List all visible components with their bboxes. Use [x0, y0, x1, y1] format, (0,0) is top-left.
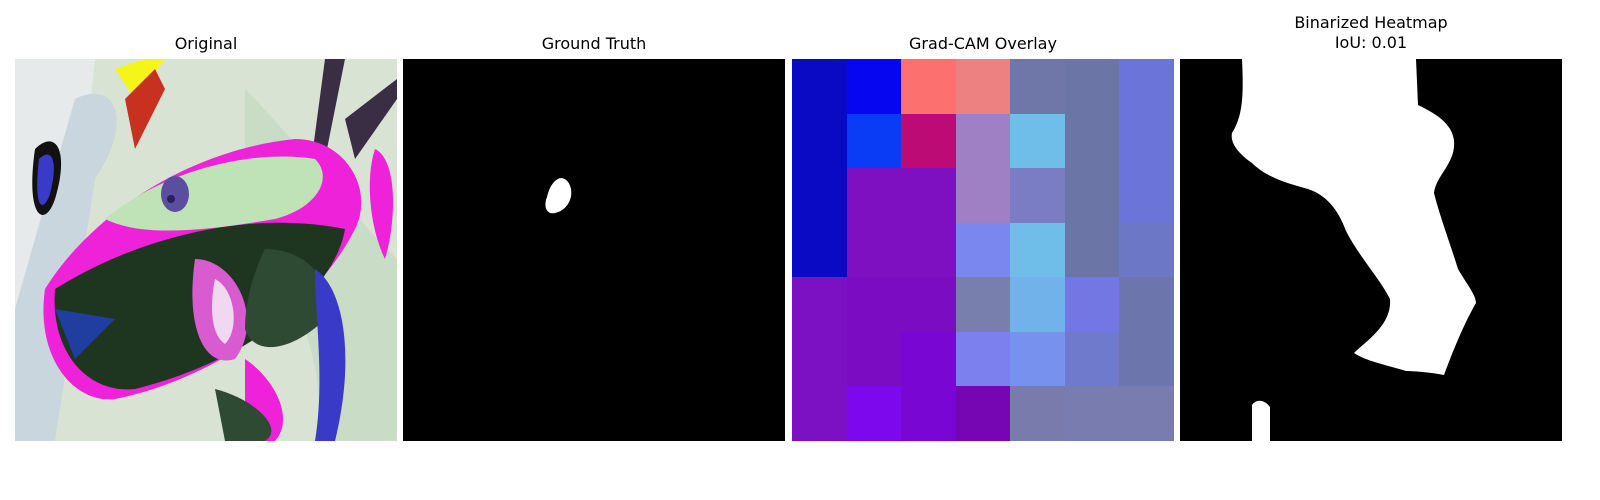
gradcam-cell	[846, 386, 902, 441]
gradcam-cell	[901, 331, 956, 387]
gradcam-cell	[1064, 59, 1120, 114]
gradcam-cell	[846, 113, 902, 169]
panel-binarized: Binarized Heatmap IoU: 0.01	[1180, 0, 1562, 500]
gradcam-cell	[1010, 277, 1065, 332]
gradcam-cell	[955, 277, 1011, 332]
gradcam-heatmap-grid	[792, 59, 1174, 441]
gradcam-cell	[955, 168, 1011, 223]
ground-truth-mask	[403, 59, 785, 441]
gradcam-cell	[1064, 277, 1120, 332]
gradcam-cell	[955, 59, 1011, 114]
gradcam-cell	[1119, 331, 1174, 387]
original-image	[15, 59, 397, 441]
ground-truth-region	[545, 178, 572, 214]
gradcam-cell	[792, 386, 847, 441]
gradcam-cell	[955, 386, 1011, 441]
gradcam-cell	[1064, 168, 1120, 223]
gradcam-cell	[1064, 331, 1120, 387]
iou-label: IoU: 0.01	[1334, 33, 1408, 52]
gradcam-cell	[846, 277, 902, 332]
panel-gradcam: Grad-CAM Overlay	[792, 0, 1174, 500]
gradcam-cell	[901, 277, 956, 332]
gradcam-cell	[1010, 222, 1065, 278]
gradcam-cell	[1119, 59, 1174, 114]
gradcam-cell	[901, 59, 956, 114]
gradcam-cell	[1119, 386, 1174, 441]
gradcam-cell	[1010, 386, 1065, 441]
gradcam-cell	[901, 386, 956, 441]
gradcam-cell	[792, 331, 847, 387]
gradcam-cell	[1064, 386, 1120, 441]
panel-title-original: Original	[174, 34, 238, 53]
binarized-region-small	[1252, 400, 1270, 441]
gradcam-cell	[1010, 331, 1065, 387]
gradcam-cell	[1010, 59, 1065, 114]
panel-title-ground-truth: Ground Truth	[541, 34, 647, 53]
gradcam-overlay	[792, 59, 1174, 441]
gradcam-cell	[846, 222, 902, 278]
ground-truth-mask-image	[403, 59, 785, 441]
gradcam-cell	[792, 277, 847, 332]
gradcam-cell	[1119, 222, 1174, 278]
gradcam-cell	[792, 113, 847, 169]
gradcam-cell	[792, 222, 847, 278]
gradcam-cell	[1010, 168, 1065, 223]
gradcam-cell	[1119, 277, 1174, 332]
gradcam-cell	[1010, 113, 1065, 169]
panel-ground-truth: Ground Truth	[403, 0, 785, 500]
gradcam-cell	[1064, 113, 1120, 169]
binarized-region-main	[1231, 59, 1476, 375]
panel-original: Original	[15, 0, 397, 500]
gradcam-cell	[955, 331, 1011, 387]
panel-title-binarized: Binarized Heatmap IoU: 0.01	[1180, 13, 1562, 53]
gradcam-cell	[955, 222, 1011, 278]
panel-title-gradcam: Grad-CAM Overlay	[909, 34, 1057, 53]
binarized-title: Binarized Heatmap	[1294, 13, 1448, 32]
gradcam-cell	[846, 331, 902, 387]
binarized-heatmap	[1180, 59, 1562, 441]
original-leaf-photo	[15, 59, 397, 441]
gradcam-cell	[792, 168, 847, 223]
gradcam-cell	[1119, 113, 1174, 169]
gradcam-cell	[792, 59, 847, 114]
gradcam-cell	[1119, 168, 1174, 223]
gradcam-cell	[901, 113, 956, 169]
gradcam-cell	[955, 113, 1011, 169]
gradcam-cell	[846, 168, 902, 223]
gradcam-cell	[1064, 222, 1120, 278]
binarized-heatmap-image	[1180, 59, 1562, 441]
gradcam-cell	[901, 222, 956, 278]
gradcam-cell	[846, 59, 902, 114]
gradcam-cell	[901, 168, 956, 223]
